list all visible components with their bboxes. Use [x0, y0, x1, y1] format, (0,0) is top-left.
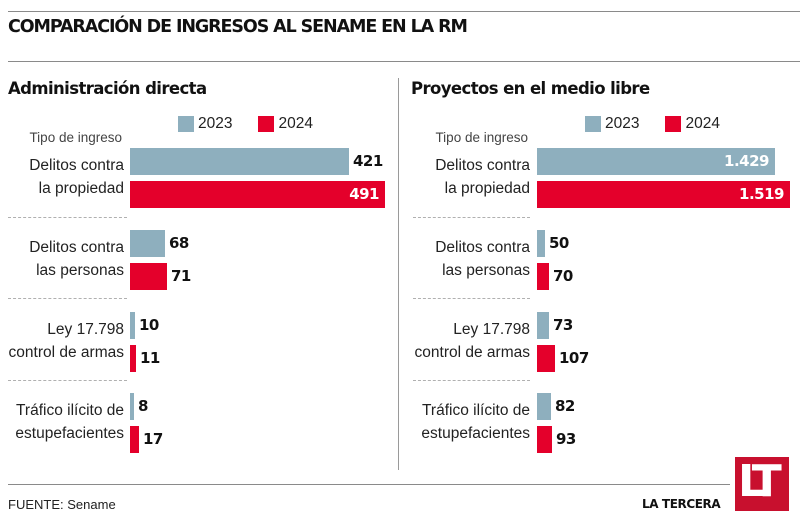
bar-2023: [130, 312, 135, 339]
legend-swatch-icon: [178, 116, 194, 132]
bar-2024: [537, 263, 549, 290]
data-label-2023: 82: [555, 397, 575, 415]
top-rule: [8, 11, 800, 12]
legend-swatch-icon: [258, 116, 275, 132]
data-label-2024: 1.519: [739, 185, 784, 203]
data-label-2024: 70: [553, 267, 573, 285]
data-label-2024: 71: [171, 267, 191, 285]
bar-2023: [537, 148, 775, 175]
data-label-2023: 1.429: [724, 152, 769, 170]
group-separator: [413, 217, 530, 218]
data-label-2024: 107: [559, 349, 589, 367]
category-label-line: la propiedad: [444, 180, 530, 197]
bar-2024: [130, 263, 167, 290]
data-label-2023: 8: [138, 397, 148, 415]
category-axis-label: Tipo de ingreso: [29, 130, 122, 145]
category-label-line: las personas: [36, 262, 124, 279]
legend-swatch-icon: [585, 116, 601, 132]
data-label-2024: 491: [349, 185, 379, 203]
bar-2023: [537, 230, 545, 257]
bar-2024: [130, 181, 385, 208]
legend-label: 2023: [198, 115, 233, 132]
category-label-line: Tráfico ilícito de: [422, 402, 530, 419]
page-title: COMPARACIÓN DE INGRESOS AL SENAME EN LA …: [8, 17, 468, 37]
data-label-2023: 68: [169, 234, 189, 252]
bar-2023: [130, 393, 134, 420]
category-label-line: la propiedad: [38, 180, 124, 197]
la-tercera-logo-icon: LT: [735, 457, 789, 511]
panel-divider: [398, 78, 399, 470]
source-value: Sename: [67, 497, 116, 512]
category-label: Ley 17.798 control de armas: [350, 318, 530, 364]
category-axis-label: Tipo de ingreso: [435, 130, 528, 145]
group-separator: [8, 298, 127, 299]
bar-2024: [130, 345, 136, 372]
category-label-line: las personas: [442, 262, 530, 279]
group-separator: [413, 380, 530, 381]
legend: 2023 2024: [585, 115, 746, 133]
category-label-line: control de armas: [8, 344, 124, 361]
legend-item-2024: 2024: [258, 115, 313, 133]
source-label: FUENTE:: [8, 497, 64, 512]
bar-2023: [130, 230, 165, 257]
legend-label: 2023: [605, 115, 640, 132]
bar-2024: [130, 426, 139, 453]
category-label-line: Delitos contra: [29, 157, 124, 174]
bar-2023: [130, 148, 349, 175]
brand-name: LA TERCERA: [642, 497, 721, 511]
category-label: Delitos contra las personas: [0, 236, 124, 282]
legend-label: 2024: [685, 115, 720, 132]
panel-title: Administración directa: [8, 79, 207, 98]
category-label-line: Delitos contra: [435, 157, 530, 174]
category-label: Delitos contra la propiedad: [0, 154, 124, 200]
data-label-2024: 17: [143, 430, 163, 448]
category-label-line: Delitos contra: [435, 239, 530, 256]
category-label-line: Ley 17.798: [47, 321, 124, 338]
legend-item-2024: 2024: [665, 115, 720, 133]
category-label: Tráfico ilícito de estupefacientes: [0, 399, 124, 445]
category-label-line: estupefacientes: [421, 425, 530, 442]
data-label-2024: 93: [556, 430, 576, 448]
logo-text: LT: [738, 456, 782, 507]
title-rule: [8, 61, 800, 62]
legend-item-2023: 2023: [585, 115, 639, 133]
panel-title: Proyectos en el medio libre: [411, 79, 650, 98]
category-label-line: Tráfico ilícito de: [16, 402, 124, 419]
bar-2024: [537, 345, 555, 372]
category-label: Ley 17.798 control de armas: [0, 318, 124, 364]
bar-2023: [537, 393, 551, 420]
bar-2024: [537, 181, 790, 208]
legend: 2023 2024: [178, 115, 339, 133]
category-label-line: Delitos contra: [29, 239, 124, 256]
category-label: Delitos contra la propiedad: [350, 154, 530, 200]
data-label-2023: 10: [139, 316, 159, 334]
bottom-rule: [8, 484, 730, 485]
category-label-line: Ley 17.798: [453, 321, 530, 338]
bar-2024: [537, 426, 552, 453]
group-separator: [413, 298, 530, 299]
category-label: Delitos contra las personas: [350, 236, 530, 282]
data-label-2023: 50: [549, 234, 569, 252]
category-label-line: estupefacientes: [15, 425, 124, 442]
legend-item-2023: 2023: [178, 115, 232, 133]
bar-2023: [537, 312, 549, 339]
data-label-2024: 11: [140, 349, 160, 367]
category-label-line: control de armas: [414, 344, 530, 361]
source-note: FUENTE: Sename: [8, 497, 116, 512]
category-label: Tráfico ilícito de estupefacientes: [350, 399, 530, 445]
legend-label: 2024: [278, 115, 313, 132]
data-label-2023: 421: [353, 152, 383, 170]
data-label-2023: 73: [553, 316, 573, 334]
group-separator: [8, 380, 127, 381]
group-separator: [8, 217, 127, 218]
legend-swatch-icon: [665, 116, 682, 132]
